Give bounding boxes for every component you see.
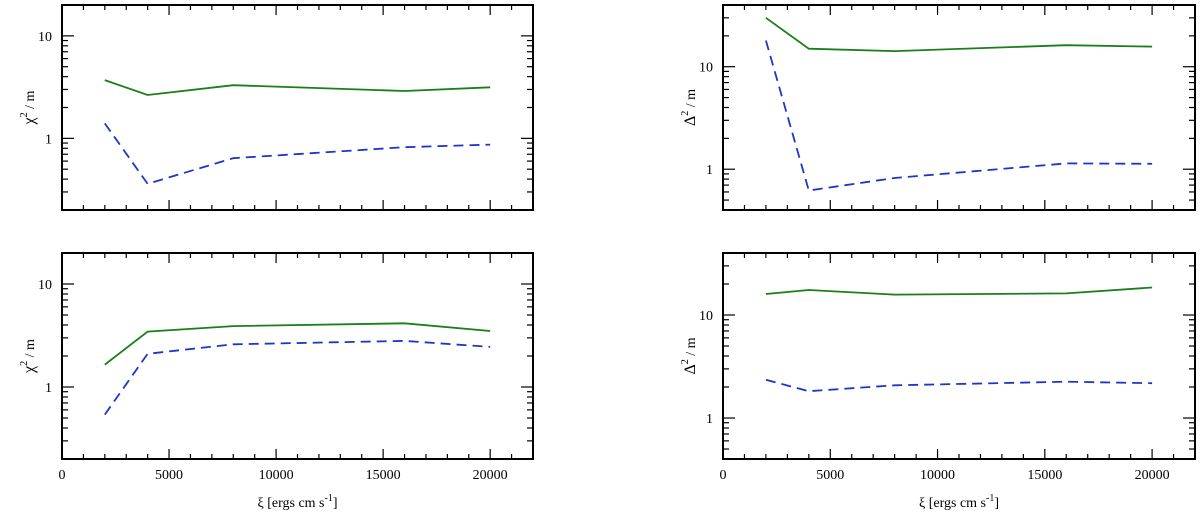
y-axis-title-sup: 2 bbox=[680, 111, 691, 116]
plot-frame bbox=[61, 252, 534, 460]
y-axis-title-sup: 2 bbox=[19, 361, 30, 366]
series-line-solid bbox=[765, 286, 1153, 296]
series-line-dashed bbox=[104, 122, 491, 185]
y-axis-title-base: χ bbox=[21, 365, 38, 374]
x-tick-label: 10000 bbox=[920, 468, 955, 483]
y-axis-title-rest: / m bbox=[684, 337, 699, 359]
x-tick-label: 0 bbox=[59, 468, 66, 483]
y-axis-title: χ2 / m bbox=[19, 90, 38, 125]
series-line-dashed bbox=[765, 40, 1153, 192]
plot-frame bbox=[722, 4, 1196, 211]
y-axis-title: Δ2 / m bbox=[680, 337, 699, 374]
series-line-solid bbox=[104, 79, 491, 96]
y-axis-title-base: Δ bbox=[682, 364, 699, 374]
panel-top-left: 1 10 χ2 / m bbox=[19, 4, 534, 211]
y-tick-label: 1 bbox=[706, 412, 713, 427]
x-tick-label: 5000 bbox=[816, 468, 844, 483]
x-tick-label: 10000 bbox=[259, 468, 294, 483]
y-axis-title: χ2 / m bbox=[19, 339, 38, 374]
x-tick-label: 20000 bbox=[473, 468, 508, 483]
x-tick-label: 20000 bbox=[1135, 468, 1170, 483]
x-tick-label: 15000 bbox=[366, 468, 401, 483]
y-axis-title-rest: / m bbox=[23, 90, 38, 112]
y-tick-label: 1 bbox=[45, 381, 52, 396]
x-axis-title-rest: ] bbox=[994, 496, 999, 511]
y-axis-title: Δ2 / m bbox=[680, 89, 699, 126]
y-axis-title-sup: 2 bbox=[19, 112, 30, 117]
x-axis-title-base: ξ [ergs cm s bbox=[919, 496, 986, 511]
y-tick-label: 10 bbox=[699, 309, 713, 324]
y-tick-label: 10 bbox=[699, 61, 713, 76]
y-axis-title-base: Δ bbox=[682, 116, 699, 126]
series-line-dashed bbox=[104, 339, 491, 416]
x-axis-title-base: ξ [ergs cm s bbox=[257, 496, 324, 511]
x-tick-label: 5000 bbox=[155, 468, 183, 483]
x-axis-title-sup: -1 bbox=[986, 493, 994, 504]
x-axis-title-rest: ] bbox=[333, 496, 338, 511]
x-axis-title-sup: -1 bbox=[325, 493, 333, 504]
y-tick-label: 1 bbox=[45, 132, 52, 147]
y-axis-title-rest: / m bbox=[23, 339, 38, 361]
x-tick-label: 0 bbox=[720, 468, 727, 483]
x-tick-label: 15000 bbox=[1027, 468, 1062, 483]
y-axis-title-rest: / m bbox=[684, 89, 699, 111]
y-tick-label: 1 bbox=[706, 163, 713, 178]
plot-frame bbox=[722, 252, 1196, 460]
series-line-solid bbox=[104, 322, 491, 366]
y-axis-title-sup: 2 bbox=[680, 359, 691, 364]
y-tick-label: 10 bbox=[38, 278, 52, 293]
panel-bottom-left: 0 5000 10000 15000 20000 1 10 χ2 / m ξ [ergs cm … bbox=[19, 252, 534, 511]
plot-frame bbox=[61, 4, 534, 211]
series-line-solid bbox=[765, 17, 1153, 53]
x-axis-title: ξ [ergs cm s-1] bbox=[919, 493, 999, 511]
x-axis-title: ξ [ergs cm s-1] bbox=[257, 493, 337, 511]
y-axis-title-base: χ bbox=[21, 116, 38, 125]
series-line-dashed bbox=[765, 378, 1153, 393]
y-tick-label: 10 bbox=[38, 30, 52, 45]
